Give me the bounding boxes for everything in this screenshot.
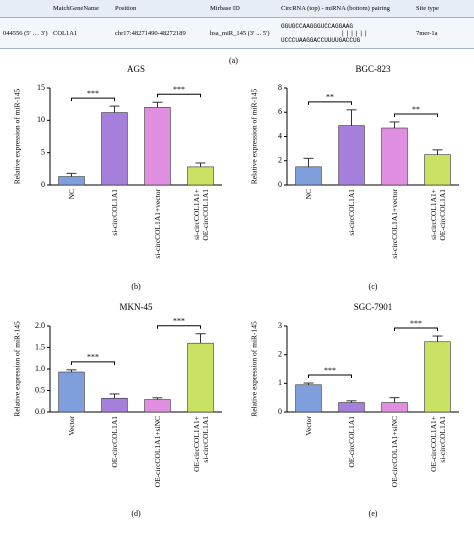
significance-label: *** [173, 85, 185, 94]
bar [187, 166, 214, 186]
cell: chr17:48271490-48272189 [112, 17, 207, 49]
x-tick-label: OE-circCOL1A1+siNC [153, 416, 162, 488]
y-axis-label: Relative expression of miR-145 [13, 88, 22, 184]
header-cell: MatchGeneName [50, 0, 112, 18]
significance-label: *** [410, 319, 422, 328]
significance-bracket [157, 325, 201, 329]
header-cell [0, 0, 50, 18]
bar [424, 154, 451, 186]
panel-label: (c) [369, 282, 378, 291]
bar [101, 397, 128, 413]
cell: COL1A1 [50, 17, 112, 49]
pairing-lines: |||||| [341, 29, 369, 37]
bar [58, 176, 85, 186]
y-tick-label: 1.5 [35, 342, 45, 351]
y-tick-label: 0 [278, 407, 282, 416]
chart-title: AGS [127, 64, 145, 74]
significance-bracket [394, 113, 438, 117]
significance-bracket [394, 327, 438, 332]
bar [295, 166, 322, 186]
x-tick-label: OE-circCOL1A1 [110, 416, 119, 468]
table-row: 044556 (5′ … 3′) COL1A1 chr17:48271490-4… [0, 17, 474, 49]
bar [338, 125, 365, 186]
x-tick-label: OE-circCOL1A1+siNC [390, 416, 399, 488]
bar [424, 341, 451, 413]
significance-label: *** [324, 366, 336, 375]
cell: 044556 (5′ … 3′) [0, 17, 50, 49]
bar [144, 399, 171, 413]
panel-label: (e) [369, 509, 378, 518]
y-tick-label: 2 [278, 349, 282, 358]
significance-label: ** [326, 93, 334, 102]
y-axis-label: Relative expression of miR-145 [250, 321, 259, 417]
bar [144, 107, 171, 186]
significance-bracket [71, 97, 115, 102]
x-tick-label: Vector [67, 416, 76, 436]
x-tick-label: si-circCOL1A1+vector [153, 189, 162, 259]
x-tick-label: si-circCOL1A1+vector [390, 189, 399, 259]
y-tick-label: 1 [278, 378, 282, 387]
binding-table: MatchGeneName Position Mirbase ID CircRN… [0, 0, 474, 49]
significance-bracket [71, 361, 115, 365]
x-tick-label: OE-circCOL1A1+ si-circCOL1A1 [191, 416, 210, 472]
bar [338, 402, 365, 413]
y-tick-label: 10 [37, 115, 45, 124]
x-tick-label: OE-circCOL1A1+ si-circCOL1A1 [428, 416, 447, 472]
x-tick-label: NC [304, 189, 313, 200]
panel-label: (d) [131, 509, 141, 518]
x-tick-label: Vector [304, 416, 313, 436]
header-cell: Site type [413, 0, 474, 18]
pairing-bottom: UCCCUAAGGACCUUUUGACCUG [281, 36, 361, 44]
header-cell: Position [112, 0, 207, 18]
significance-bracket [157, 93, 201, 98]
x-tick-label: si-circCOL1A1 [110, 189, 119, 236]
pairing-cell: GGUGCCAAGGGUCCAGGAAG |||||| UCCCUAAGGACC… [278, 17, 413, 49]
y-tick-label: 0 [278, 180, 282, 189]
table-header: MatchGeneName Position Mirbase ID CircRN… [0, 0, 474, 18]
significance-label: *** [173, 317, 185, 326]
significance-label: ** [412, 105, 420, 114]
y-tick-label: 0.0 [35, 407, 45, 416]
y-tick-label: 0.5 [35, 385, 45, 394]
panel-label: (b) [131, 282, 141, 291]
pairing-top: GGUGCCAAGGGUCCAGGAAG [281, 22, 354, 30]
chart-title: BGC-823 [355, 64, 391, 74]
header-cell: Mirbase ID [207, 0, 278, 18]
bar [101, 112, 128, 186]
y-tick-label: 8 [278, 83, 282, 92]
bar [295, 384, 322, 413]
y-tick-label: 15 [37, 83, 45, 92]
significance-bracket [308, 374, 352, 379]
x-tick-label: si-circCOL1A1+ OE-circCOL1A1 [191, 189, 210, 241]
bar [381, 127, 408, 186]
cell: 7mer-1a [413, 17, 474, 49]
y-tick-label: 3 [278, 321, 282, 330]
significance-label: *** [87, 89, 99, 98]
y-tick-label: 0 [41, 180, 45, 189]
cell: hsa_miR_145 (3′ ... 5′) [207, 17, 278, 49]
bar [381, 402, 408, 413]
y-tick-label: 1.0 [35, 364, 45, 373]
chart-title: SGC-7901 [354, 302, 393, 312]
y-tick-label: 4 [278, 131, 282, 140]
x-tick-label: NC [67, 189, 76, 200]
y-tick-label: 2 [278, 156, 282, 165]
chart-title: MKN-45 [120, 302, 153, 312]
x-tick-label: si-circCOL1A1+ OE-circCOL1A1 [428, 189, 447, 241]
panel-label: (a) [229, 56, 238, 65]
y-tick-label: 2.0 [35, 321, 45, 330]
y-tick-label: 6 [278, 107, 282, 116]
significance-bracket [308, 101, 352, 105]
y-tick-label: 5 [41, 147, 45, 156]
y-axis-label: Relative expression of miR-145 [250, 88, 259, 184]
y-axis-label: Relative expression of miR-145 [13, 321, 22, 417]
significance-label: *** [87, 353, 99, 362]
x-tick-label: si-circCOL1A1 [347, 189, 356, 236]
bar [58, 371, 85, 413]
header-cell: CircRNA (top) - miRNA (bottom) pairing [278, 0, 413, 18]
bar [187, 342, 214, 413]
x-tick-label: OE-circCOL1A1 [347, 416, 356, 468]
